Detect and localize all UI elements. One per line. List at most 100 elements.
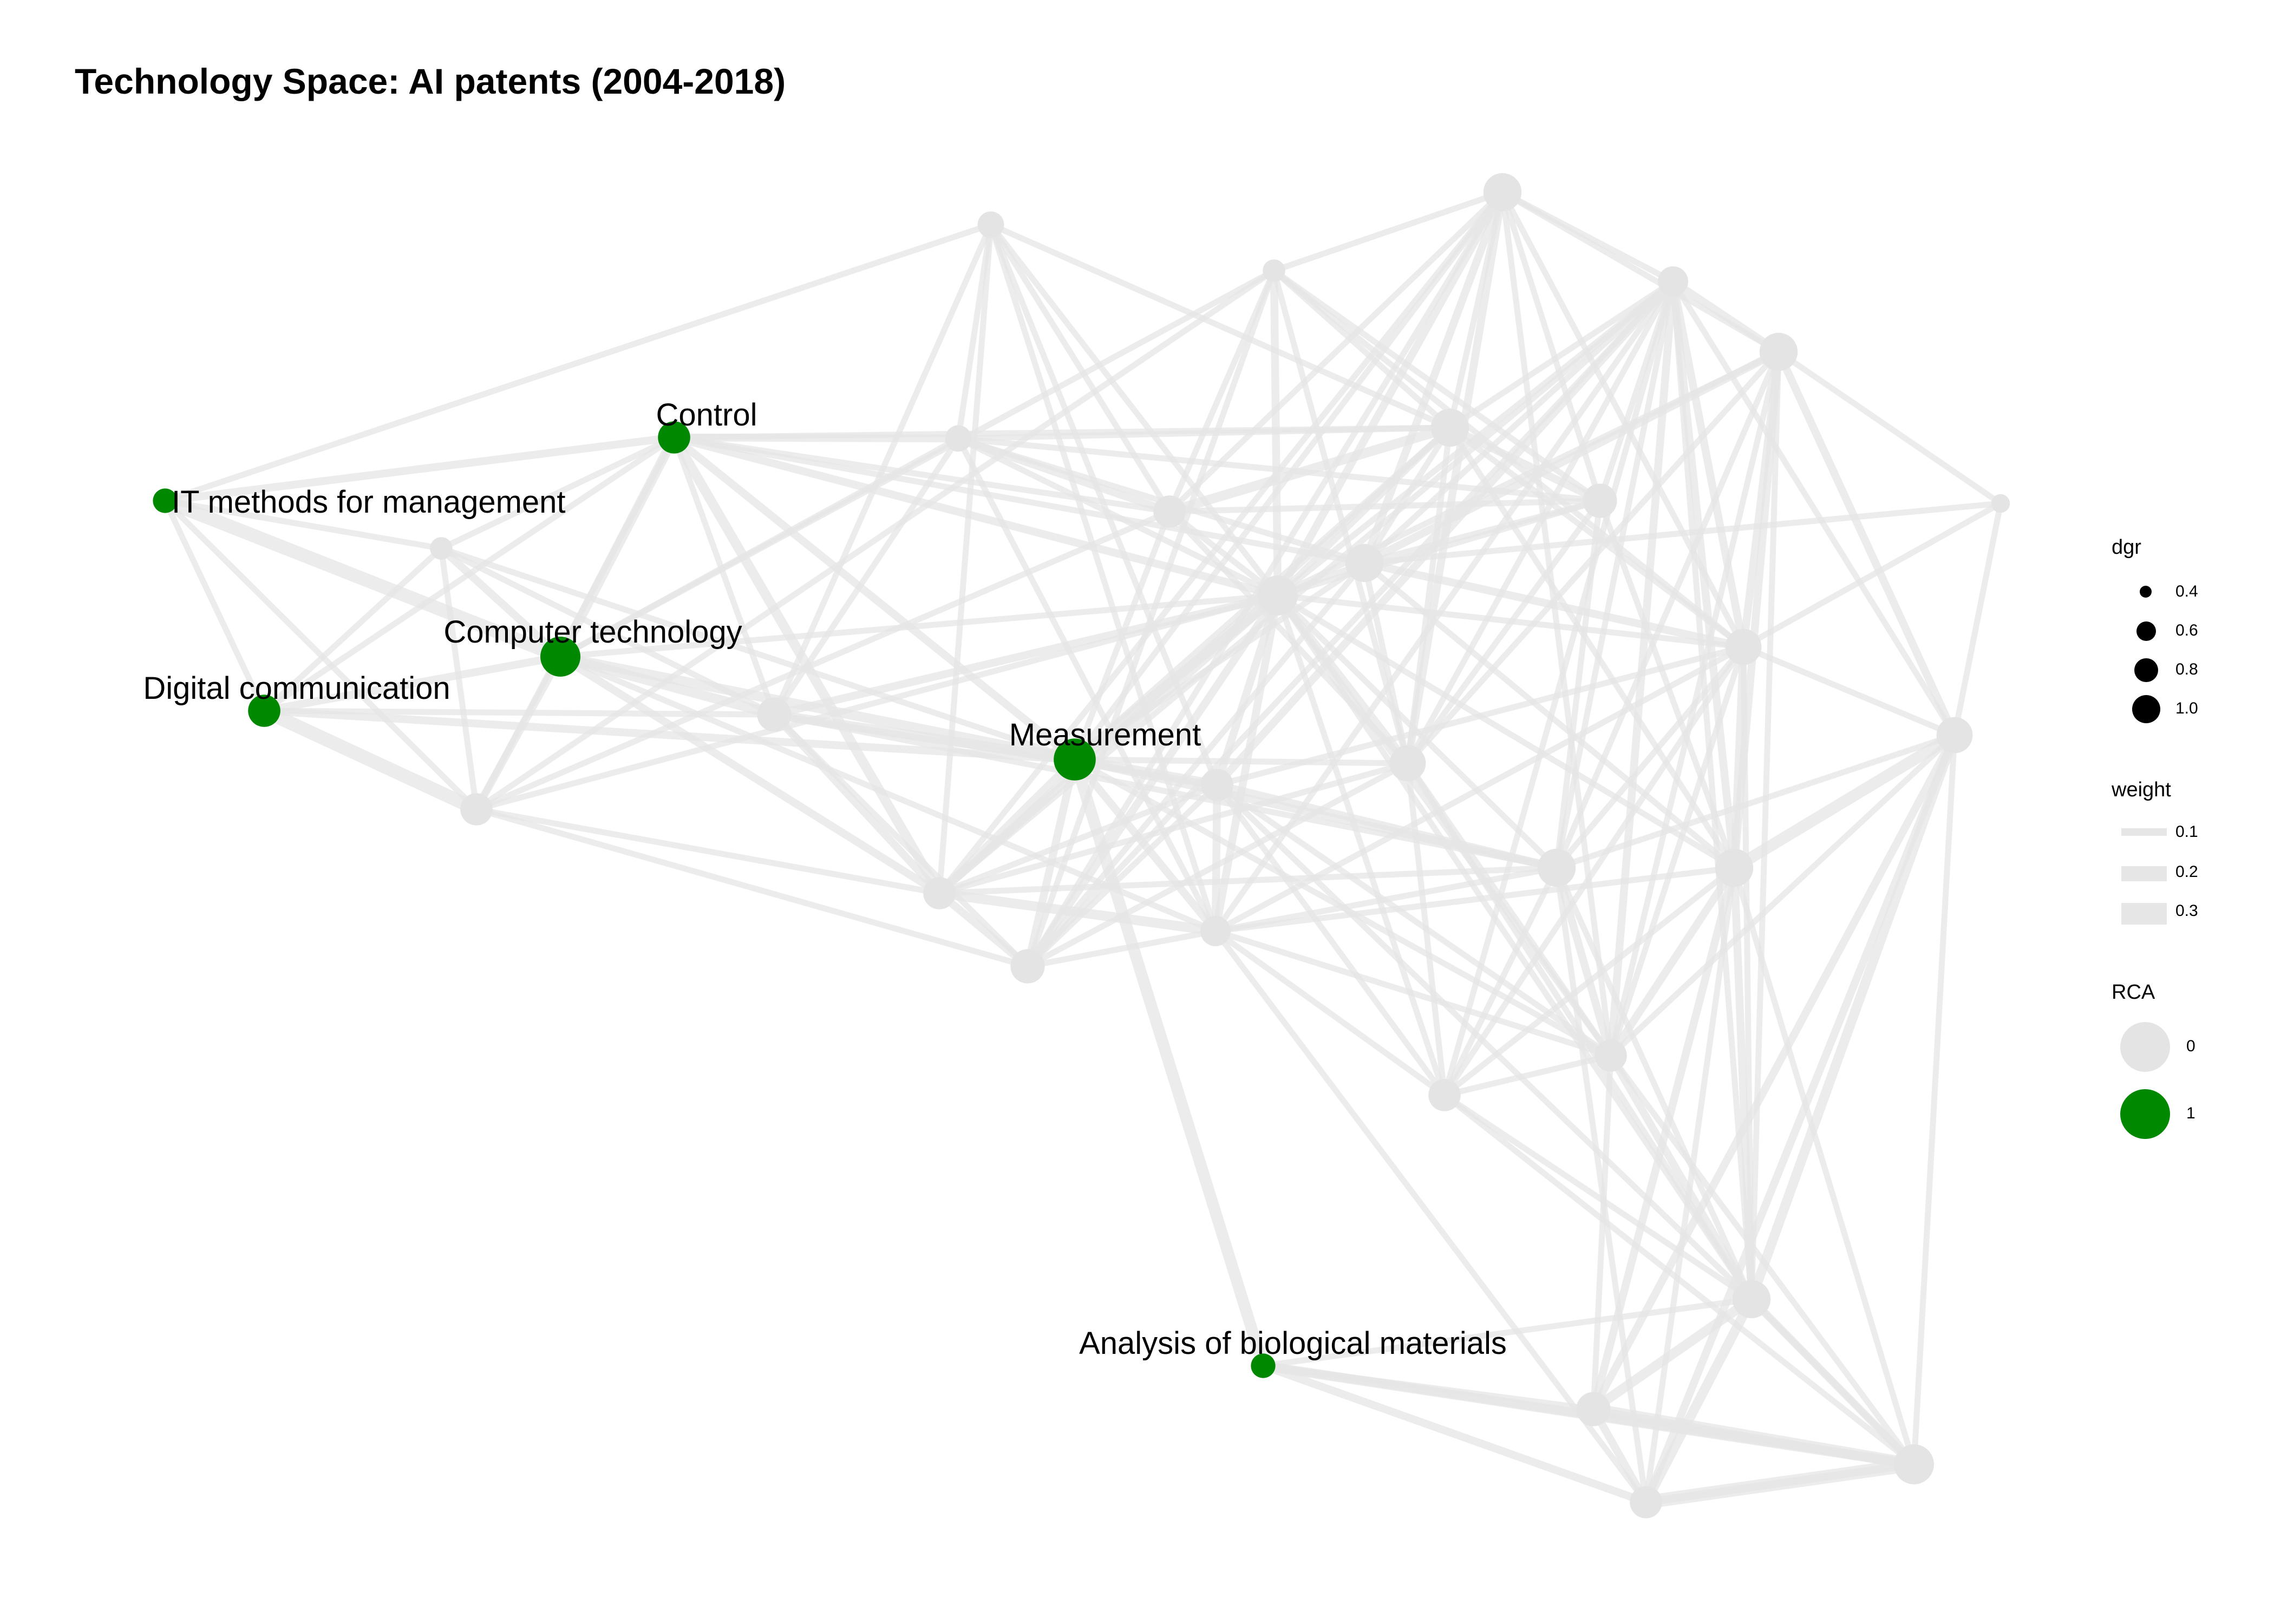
network-edge xyxy=(1748,349,1782,1302)
network-edge xyxy=(161,433,678,505)
network-edge xyxy=(1212,278,1676,934)
network-edge xyxy=(162,497,267,714)
network-edge xyxy=(1212,928,1649,1505)
network-edge xyxy=(955,435,1219,934)
network-edge xyxy=(1259,1361,1650,1507)
network-edge xyxy=(1404,278,1676,767)
node-rca-1 xyxy=(540,637,580,677)
network-edge xyxy=(1670,278,1755,1302)
node-rca-0 xyxy=(1345,543,1384,582)
network-edge xyxy=(1608,732,1958,1059)
network-edge xyxy=(671,434,1368,566)
network-edge xyxy=(1024,267,1277,970)
node-rca-0 xyxy=(1200,916,1231,946)
legend-dgr-dot xyxy=(2140,586,2152,598)
network-edge xyxy=(1271,189,1506,274)
network-edge xyxy=(1024,928,1219,970)
legend-dgr-label: 1.0 xyxy=(2175,699,2198,717)
legend-dgr-dot xyxy=(2134,658,2158,682)
network-edge xyxy=(1553,349,1782,871)
legend-dgr-label: 0.8 xyxy=(2175,660,2198,678)
node-rca-0 xyxy=(1258,575,1298,615)
network-edge xyxy=(437,544,565,661)
node-rca-0 xyxy=(1153,495,1186,528)
network-edge xyxy=(1166,508,1281,599)
node-rca-0 xyxy=(1010,949,1045,984)
node-label: Digital communication xyxy=(143,671,450,706)
network-edge xyxy=(1361,560,1737,871)
node-rca-1 xyxy=(658,421,690,454)
network-edge xyxy=(1270,266,1282,600)
network-edge xyxy=(1260,1296,1755,1369)
network-edge xyxy=(1669,277,1748,651)
network-edge xyxy=(1642,1460,1918,1507)
network-edge xyxy=(1775,349,2004,507)
network-edge xyxy=(771,711,1031,970)
network-edge xyxy=(1608,349,1782,1059)
network-edge xyxy=(988,221,1453,431)
legend: dgr 0.4 0.6 0.8 1.0 weight 0.1 0.2 0.3 R… xyxy=(2112,536,2247,1153)
network-edge xyxy=(1608,1052,1917,1468)
node-rca-1 xyxy=(248,695,280,727)
node-rca-0 xyxy=(1725,628,1762,665)
network-edge xyxy=(1211,591,1282,935)
node-rca-0 xyxy=(977,211,1004,238)
network-edge xyxy=(1024,760,1411,970)
network-edge xyxy=(1212,928,1448,1098)
network-edge xyxy=(936,221,994,896)
network-edge xyxy=(1643,865,1737,1505)
network-edge xyxy=(1731,865,1917,1468)
network-edge xyxy=(1214,644,1747,788)
network-edge xyxy=(260,652,565,715)
legend-weight-label: 0.1 xyxy=(2175,823,2198,841)
node-rca-0 xyxy=(1428,1079,1461,1111)
network-edge xyxy=(1553,278,1676,871)
network-edge xyxy=(1212,644,1747,934)
network-edge xyxy=(1024,189,1506,970)
legend-rca-dot xyxy=(2120,1022,2170,1072)
network-edge xyxy=(671,434,777,718)
network-edge xyxy=(1361,500,2004,566)
network-edge xyxy=(1214,782,1448,1098)
node-rca-0 xyxy=(1389,745,1426,782)
network-edge xyxy=(1740,500,2004,650)
node-rca-0 xyxy=(1430,408,1469,447)
network-edge xyxy=(1069,754,1269,1372)
node-rca-0 xyxy=(1991,494,2010,513)
network-edge xyxy=(1273,188,1507,600)
node-rca-0 xyxy=(1201,769,1233,801)
legend-weight-label: 0.2 xyxy=(2175,863,2198,881)
node-rca-0 xyxy=(1537,848,1576,887)
network-edge xyxy=(1275,424,1453,599)
network-edge xyxy=(1441,865,1737,1098)
network-edge xyxy=(1447,278,1676,431)
legend-weight-line xyxy=(2121,866,2167,881)
network-edge xyxy=(1774,348,1959,739)
network-edge xyxy=(261,545,445,714)
network-edge xyxy=(260,706,1079,764)
network-edge xyxy=(158,494,567,664)
network-edge xyxy=(771,435,962,718)
legend-weight-line xyxy=(2121,903,2167,925)
chart-title: Technology Space: AI patents (2004-2018) xyxy=(75,61,786,101)
legend-weight-label: 0.3 xyxy=(2175,902,2198,920)
network-edge xyxy=(1271,267,1603,504)
network-edge xyxy=(557,267,1277,660)
network-edge xyxy=(670,433,1282,600)
network-edge xyxy=(1447,424,1737,871)
legend-rca-label: 0 xyxy=(2186,1037,2195,1055)
network-edge xyxy=(1642,731,1959,1507)
network-edge xyxy=(771,221,994,718)
network-edge xyxy=(1361,497,1603,566)
network-edge xyxy=(257,704,483,816)
network-edge xyxy=(1166,189,1506,515)
network-edge xyxy=(473,508,1173,813)
network-edge xyxy=(1748,1296,1917,1468)
network-edge xyxy=(1589,1294,1756,1414)
legend-dgr-label: 0.6 xyxy=(2175,621,2198,639)
node-rca-0 xyxy=(1658,266,1688,297)
network-edge xyxy=(438,434,677,552)
network-edge xyxy=(1911,732,1958,1468)
network-edge xyxy=(988,221,1219,934)
